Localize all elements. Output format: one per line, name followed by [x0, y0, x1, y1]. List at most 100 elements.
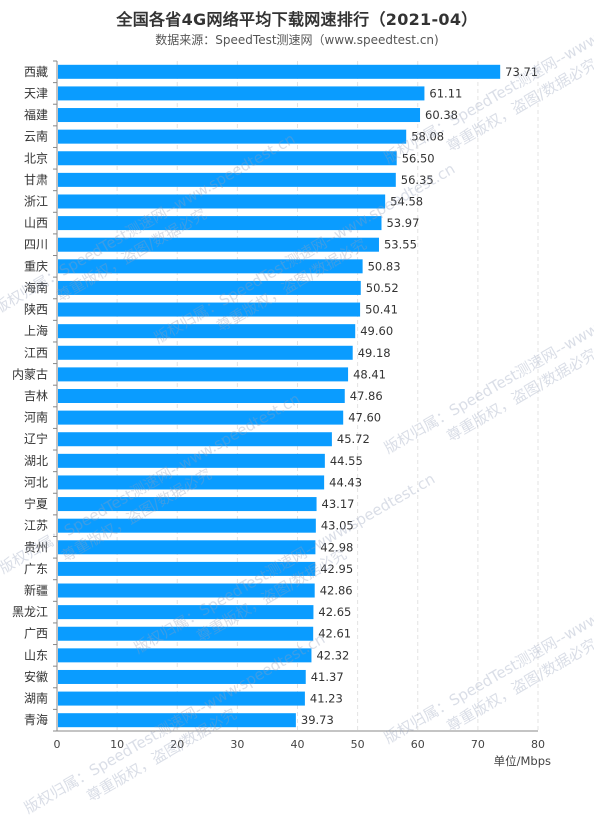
- x-tick-label: 0: [54, 738, 61, 751]
- category-label: 新疆: [24, 583, 48, 598]
- bar: [58, 605, 313, 619]
- value-label: 50.52: [366, 281, 399, 295]
- value-label: 45.72: [337, 432, 370, 446]
- bar: [58, 648, 311, 662]
- bar: [58, 303, 360, 317]
- value-label: 56.35: [401, 173, 434, 187]
- value-label: 42.98: [320, 540, 353, 554]
- bar-chart: 0 10 20 30 40 50 60 70 80 西藏 73.71 天津 61.11 福建 60.38 云南…: [0, 0, 594, 802]
- bar: [58, 454, 325, 468]
- value-label: 60.38: [425, 108, 458, 122]
- bar: [58, 173, 396, 187]
- bar: [58, 519, 316, 533]
- x-tick-label: 40: [291, 738, 305, 751]
- bar: [58, 584, 315, 598]
- bar: [58, 108, 420, 122]
- bar: [58, 281, 361, 295]
- x-tick-label: 50: [351, 738, 365, 751]
- bar: [58, 540, 315, 554]
- category-label: 上海: [24, 323, 48, 338]
- category-label: 安徽: [24, 669, 48, 684]
- category-label: 贵州: [24, 540, 48, 554]
- x-axis-label: 单位/Mbps: [494, 754, 551, 768]
- bar: [58, 562, 315, 576]
- category-label: 甘肃: [24, 173, 48, 187]
- bar: [58, 411, 343, 425]
- value-label: 54.58: [390, 194, 423, 208]
- bar: [58, 324, 355, 338]
- category-label: 西藏: [24, 65, 48, 79]
- value-label: 50.83: [368, 259, 401, 273]
- category-label: 河南: [24, 410, 48, 425]
- value-label: 58.08: [411, 130, 444, 144]
- category-label: 陕西: [24, 302, 48, 317]
- bar: [58, 151, 397, 165]
- category-label: 内蒙古: [12, 366, 48, 381]
- category-label: 山东: [24, 648, 48, 662]
- value-label: 44.55: [330, 454, 363, 468]
- category-label: 北京: [24, 151, 48, 165]
- category-label: 江西: [24, 346, 48, 360]
- x-tick-label: 80: [531, 738, 545, 751]
- value-label: 39.73: [301, 713, 334, 727]
- value-label: 61.11: [429, 86, 462, 100]
- category-label: 广西: [24, 627, 48, 641]
- category-label: 云南: [24, 129, 48, 144]
- x-tick-label: 30: [230, 738, 244, 751]
- x-tick-label: 70: [471, 738, 485, 751]
- value-label: 50.41: [365, 303, 398, 317]
- bar: [58, 194, 385, 208]
- category-label: 天津: [24, 86, 48, 100]
- category-label: 江苏: [24, 519, 48, 533]
- category-label: 山西: [24, 216, 48, 230]
- x-tick-label: 20: [170, 738, 184, 751]
- value-label: 42.86: [320, 584, 353, 598]
- category-label: 湖北: [24, 453, 48, 468]
- bar: [58, 346, 353, 360]
- value-label: 42.32: [316, 648, 349, 662]
- category-label: 黑龙江: [12, 605, 48, 619]
- bar: [58, 130, 406, 144]
- bar: [58, 497, 317, 511]
- category-label: 浙江: [24, 194, 48, 208]
- value-label: 43.05: [321, 519, 354, 533]
- value-label: 49.18: [358, 346, 391, 360]
- value-label: 44.43: [329, 475, 362, 489]
- value-label: 41.37: [311, 670, 344, 684]
- bar: [58, 692, 305, 706]
- bar: [58, 367, 348, 381]
- category-label: 宁夏: [24, 496, 48, 511]
- category-label: 河北: [24, 475, 48, 489]
- bar: [58, 627, 313, 641]
- category-label: 四川: [24, 238, 48, 252]
- category-label: 湖南: [24, 691, 48, 706]
- bar: [58, 475, 324, 489]
- bar: [58, 389, 345, 403]
- bar: [58, 670, 306, 684]
- value-label: 43.17: [322, 497, 355, 511]
- category-label: 吉林: [24, 389, 48, 403]
- value-label: 42.95: [320, 562, 353, 576]
- value-label: 41.23: [310, 692, 343, 706]
- category-label: 重庆: [24, 259, 48, 273]
- value-label: 73.71: [505, 65, 538, 79]
- category-label: 海南: [24, 280, 48, 295]
- value-label: 56.50: [402, 151, 435, 165]
- category-label: 福建: [24, 107, 48, 122]
- bar: [58, 65, 500, 79]
- x-tick-label: 10: [110, 738, 124, 751]
- value-label: 47.60: [348, 411, 381, 425]
- bar: [58, 238, 379, 252]
- value-label: 53.55: [384, 238, 417, 252]
- value-label: 49.60: [360, 324, 393, 338]
- value-label: 42.65: [318, 605, 351, 619]
- x-tick-label: 60: [411, 738, 425, 751]
- bar: [58, 216, 381, 230]
- value-label: 42.61: [318, 627, 351, 641]
- value-label: 47.86: [350, 389, 383, 403]
- category-label: 辽宁: [24, 431, 48, 446]
- bar: [58, 259, 363, 273]
- value-label: 48.41: [353, 367, 386, 381]
- value-label: 53.97: [386, 216, 419, 230]
- category-label: 广东: [24, 562, 48, 576]
